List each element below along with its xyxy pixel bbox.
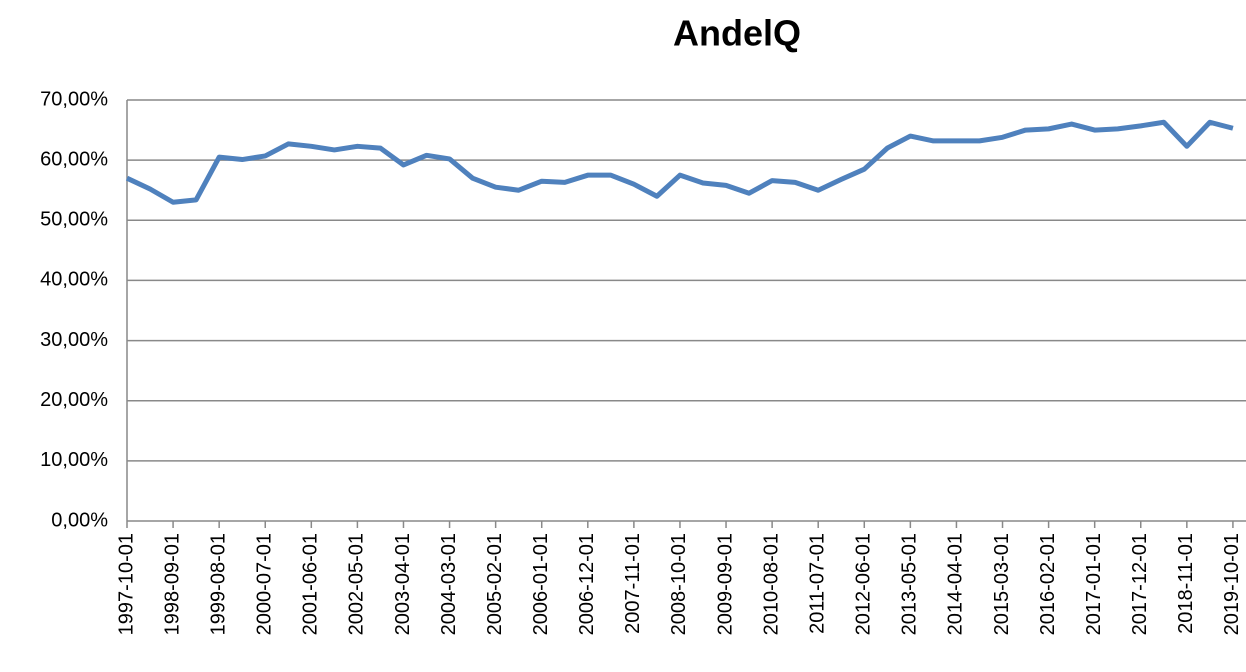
y-tick-label: 20,00% (40, 389, 108, 411)
data-line (125, 119, 1234, 205)
y-tick-label: 30,00% (40, 329, 108, 351)
x-tick-label: 2003-04-01 (392, 533, 414, 635)
y-tick-label: 50,00% (40, 209, 108, 231)
x-tick-label: 2016-02-01 (1037, 533, 1059, 635)
x-tick-label: 2011-07-01 (806, 533, 828, 634)
x-tick-label: 2009-09-01 (714, 533, 736, 635)
y-tick-label: 40,00% (40, 269, 108, 291)
x-tick-label: 2018-11-01 (1175, 533, 1197, 634)
y-tick-label: 0,00% (51, 509, 108, 531)
y-tick-label: 70,00% (40, 88, 108, 110)
x-tick-label: 2013-05-01 (899, 533, 921, 635)
x-tick-label: 2000-07-01 (254, 533, 276, 635)
x-tick-label: 2006-01-01 (530, 533, 552, 635)
x-tick-label: 2005-02-01 (484, 533, 506, 635)
x-tick-label: 2012-06-01 (853, 533, 875, 635)
chart-title: AndelQ (673, 13, 801, 54)
x-tick-label: 2001-06-01 (300, 533, 322, 635)
x-tick-label: 1998-09-01 (161, 533, 183, 635)
x-tick-label: 2017-01-01 (1083, 533, 1105, 635)
x-tick-label: 2014-04-01 (945, 533, 967, 635)
x-tick-label: 1999-08-01 (207, 533, 229, 635)
x-tick-label: 2010-08-01 (760, 533, 782, 635)
x-tick-label: 2019-10-01 (1221, 533, 1243, 635)
x-tick-label: 2008-10-01 (668, 533, 690, 635)
x-tick-label: 2007-11-01 (622, 533, 644, 634)
y-tick-label: 60,00% (40, 148, 108, 170)
x-tick-label: 2015-03-01 (991, 533, 1013, 635)
x-tick-label: 2017-12-01 (1129, 533, 1151, 635)
x-tick-label: 2006-12-01 (576, 533, 598, 635)
x-tick-label: 2004-03-01 (438, 533, 460, 635)
x-tick-label: 1997-10-01 (115, 533, 137, 635)
y-tick-label: 10,00% (40, 449, 108, 471)
x-tick-label: 2002-05-01 (346, 533, 368, 635)
